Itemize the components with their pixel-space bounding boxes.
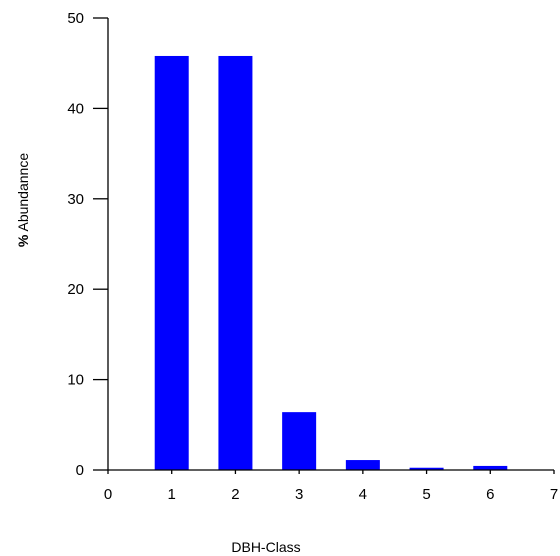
x-tick-label: 2	[231, 486, 239, 503]
bar-dbh-class-6	[473, 465, 508, 470]
bar-dbh-class-3	[282, 412, 317, 470]
x-tick-label: 0	[104, 486, 112, 503]
x-axis: 0 1 2 3 4 5 6 7	[104, 469, 558, 503]
x-tick-label: 4	[359, 486, 367, 503]
bar-dbh-class-5	[409, 467, 444, 470]
y-tick-label: 30	[67, 191, 84, 208]
x-tick-label: 3	[295, 486, 303, 503]
y-tick-label: 10	[67, 372, 84, 389]
x-axis-title: DBH-Class	[231, 539, 300, 555]
y-axis-title: % Abundannce	[15, 153, 31, 247]
bars-group	[154, 55, 508, 471]
x-tick-label: 5	[422, 486, 430, 503]
y-tick-label: 40	[67, 100, 84, 117]
x-tick-label: 1	[168, 486, 176, 503]
y-axis-title-text: Abundannce	[15, 153, 31, 235]
bar-dbh-class-4	[345, 460, 380, 470]
y-axis: 0 10 20 30 40 50	[67, 10, 109, 479]
y-tick-label: 20	[67, 281, 84, 298]
bar-dbh-class-2	[218, 55, 253, 471]
x-tick-label: 6	[486, 486, 494, 503]
bar-dbh-class-1	[154, 55, 189, 471]
y-axis-title-symbol: %	[15, 234, 31, 247]
x-tick-label: 7	[550, 486, 558, 503]
y-tick-label: 50	[67, 10, 84, 27]
y-tick-label: 0	[76, 462, 84, 479]
